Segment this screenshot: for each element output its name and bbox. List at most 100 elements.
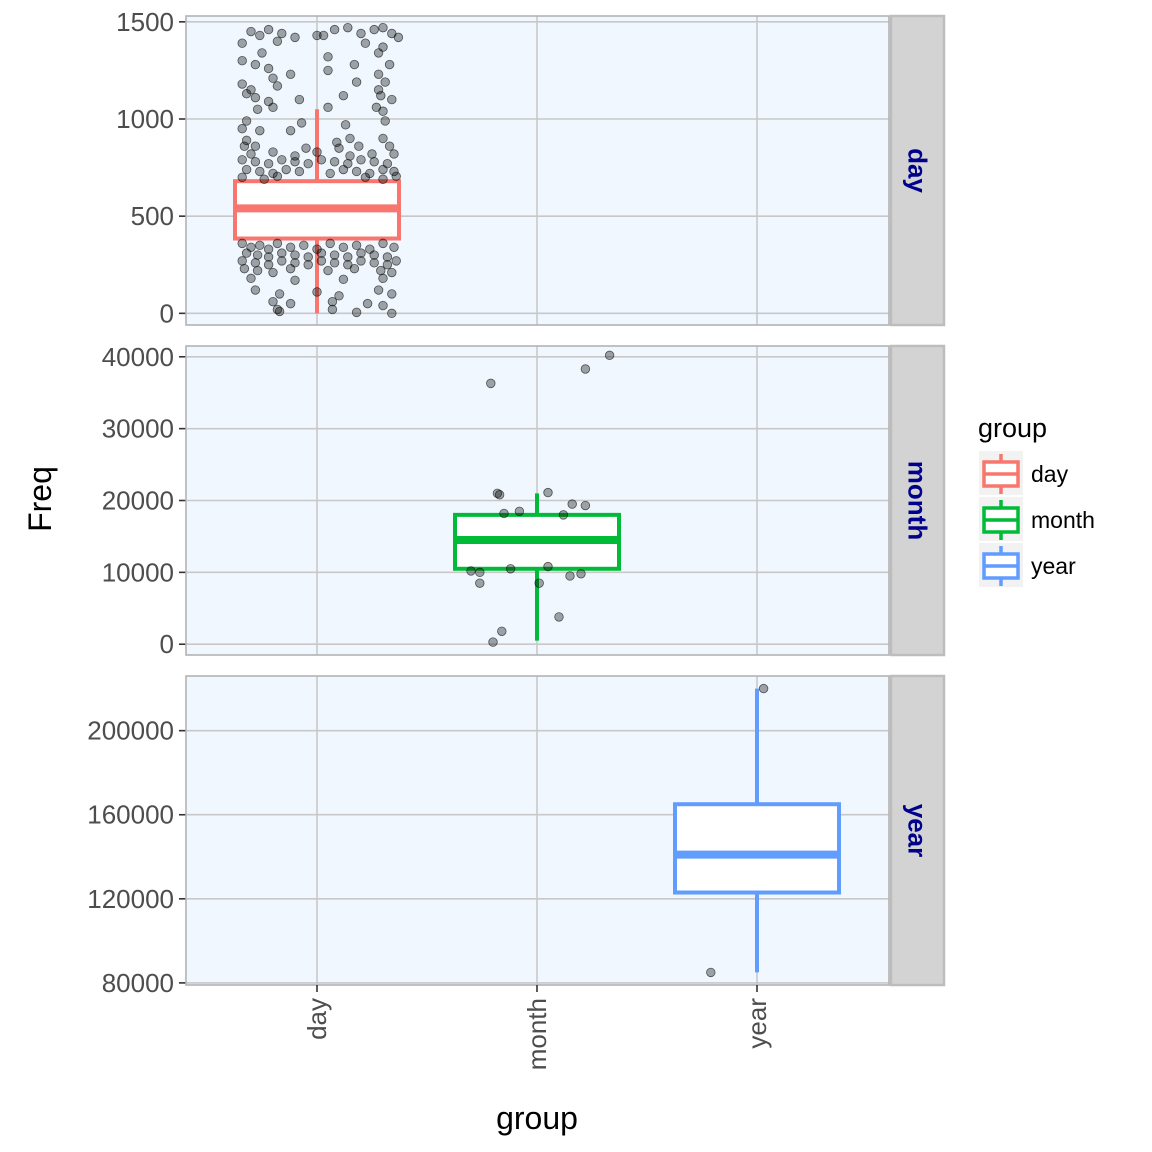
data-point: [382, 260, 393, 270]
y-tick-label: 80000: [102, 968, 174, 998]
data-point: [259, 174, 269, 184]
data-point: [281, 164, 291, 175]
data-point: [296, 118, 307, 128]
legend-item-year: year: [979, 543, 1076, 587]
data-point: [290, 157, 300, 167]
data-point: [369, 250, 379, 260]
data-point: [237, 55, 247, 66]
data-point: [312, 147, 322, 157]
data-point: [241, 135, 252, 146]
legend-label: month: [1031, 507, 1095, 533]
data-point: [252, 250, 263, 260]
data-point: [558, 510, 569, 520]
data-point: [303, 158, 313, 169]
data-point: [567, 499, 577, 509]
data-point: [252, 265, 263, 276]
data-point: [378, 273, 388, 284]
y-tick-label: 0: [160, 629, 174, 659]
data-point: [378, 238, 388, 249]
data-point: [580, 364, 591, 374]
data-point: [554, 612, 564, 622]
data-point: [325, 238, 335, 249]
data-point: [255, 30, 265, 41]
data-point: [237, 256, 247, 266]
data-point: [345, 133, 355, 144]
y-axis-title: Freq: [22, 466, 58, 532]
data-point: [391, 171, 401, 182]
data-point: [329, 24, 340, 35]
data-point: [356, 256, 366, 266]
data-point: [250, 141, 261, 151]
y-tick-label: 200000: [87, 716, 174, 746]
facet-panel-year: 80000 120000 160000 200000 year: [87, 674, 946, 998]
data-point: [497, 626, 507, 636]
data-point: [237, 155, 247, 165]
data-point: [237, 124, 247, 134]
data-point: [255, 166, 265, 177]
data-point: [329, 250, 340, 260]
data-point: [277, 155, 287, 165]
data-point: [338, 274, 349, 285]
data-point: [534, 578, 544, 588]
data-point: [274, 306, 285, 317]
facet-panel-day: 0 500 1000 1500 day: [116, 7, 946, 328]
data-point: [380, 116, 390, 126]
data-point: [285, 125, 296, 136]
data-point: [356, 248, 366, 258]
data-point: [263, 260, 274, 270]
data-point: [303, 252, 313, 262]
data-point: [263, 63, 274, 74]
data-point: [268, 267, 278, 278]
strip-month: [889, 344, 946, 657]
data-point: [362, 298, 373, 309]
y-tick-label: 20000: [102, 486, 174, 516]
data-point: [272, 36, 283, 46]
y-tick-label: 1500: [116, 7, 174, 37]
x-tick-label: day: [302, 998, 332, 1040]
data-point: [378, 300, 388, 311]
data-point: [351, 240, 362, 251]
data-point: [268, 102, 278, 113]
data-point: [268, 296, 278, 307]
data-point: [373, 69, 384, 80]
data-point: [250, 157, 261, 167]
data-point: [486, 378, 496, 389]
data-point: [382, 252, 393, 262]
data-point: [505, 564, 516, 574]
data-point: [343, 252, 353, 262]
data-point: [369, 24, 379, 35]
data-point: [378, 133, 388, 144]
data-point: [241, 89, 252, 99]
data-point: [376, 265, 386, 276]
data-point: [354, 141, 364, 151]
data-point: [250, 92, 261, 103]
data-point: [543, 561, 553, 572]
data-point: [290, 32, 300, 43]
data-point: [255, 125, 265, 136]
data-point: [263, 252, 274, 262]
data-point: [389, 242, 399, 252]
data-point: [349, 263, 360, 274]
data-point: [277, 28, 287, 39]
x-tick-label: month: [522, 998, 552, 1070]
data-point: [277, 256, 287, 266]
data-point: [237, 238, 247, 249]
data-point: [376, 90, 386, 101]
panel-border: [185, 345, 890, 656]
legend-label: year: [1031, 553, 1076, 579]
data-point: [239, 141, 250, 151]
data-point: [246, 26, 256, 37]
data-point: [257, 48, 267, 58]
legend: group day month year: [978, 413, 1095, 587]
data-point: [349, 59, 360, 70]
data-point: [263, 158, 274, 169]
data-point: [241, 116, 252, 126]
data-point: [351, 77, 362, 87]
data-point: [277, 248, 287, 258]
data-point: [263, 24, 274, 35]
data-point: [334, 291, 344, 301]
data-point: [285, 69, 296, 80]
data-point: [303, 260, 313, 270]
legend-title: group: [978, 413, 1047, 443]
data-point: [294, 166, 305, 177]
